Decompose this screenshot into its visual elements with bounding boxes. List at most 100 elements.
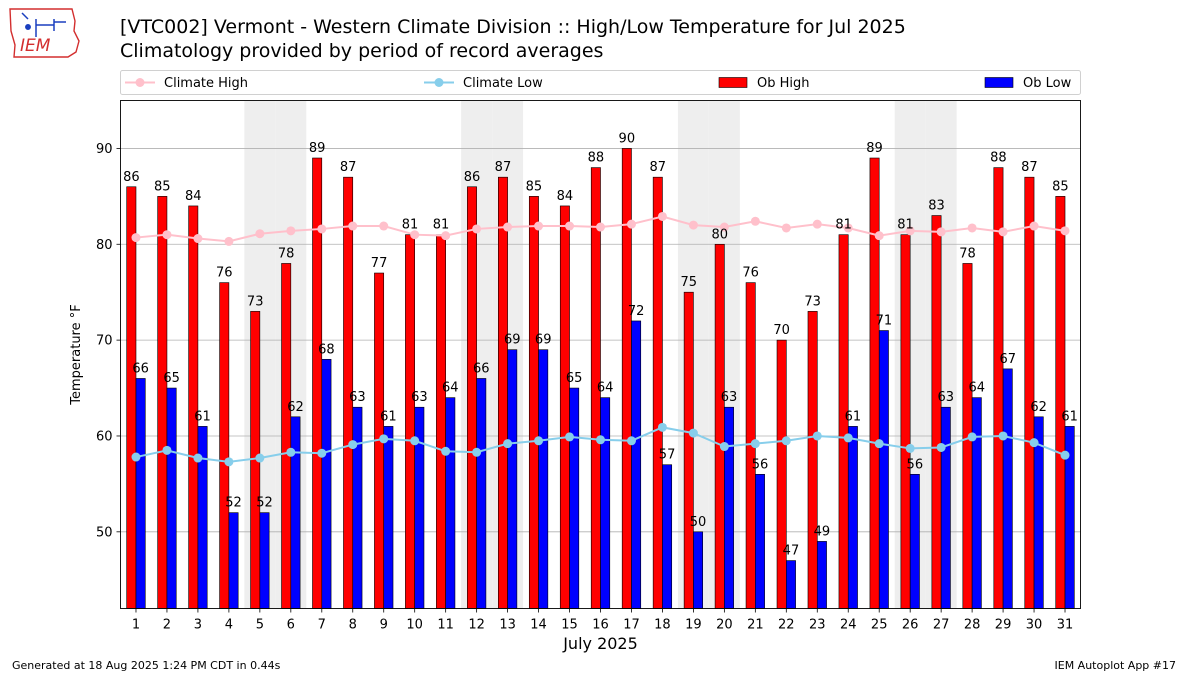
ob-high-value-label: 84 [185, 189, 202, 204]
climate-low-point [967, 432, 977, 442]
ob-low-bar [166, 387, 177, 609]
climate-high-point [410, 230, 420, 240]
ob-high-value-label: 87 [650, 160, 667, 175]
climate-low-point [162, 445, 172, 455]
x-tick-label: 25 [871, 618, 888, 633]
ob-low-bar [135, 378, 146, 609]
ob-low-bar [786, 560, 796, 609]
climate-low-point [596, 435, 605, 445]
ob-low-bar [909, 474, 920, 609]
climate-high-point [1029, 221, 1039, 231]
ob-low-value-label: 69 [504, 333, 521, 348]
climate-high-point [193, 234, 203, 244]
x-tick-label: 21 [747, 618, 764, 633]
climate-low-point [286, 447, 296, 457]
climate-high-point [936, 227, 946, 237]
climate-high-point [131, 233, 141, 243]
ob-low-value-label: 49 [814, 524, 831, 539]
ob-high-value-label: 81 [897, 218, 914, 233]
x-tick-label: 13 [499, 618, 516, 633]
ob-high-value-label: 78 [278, 246, 295, 261]
ob-low-bar [940, 406, 951, 609]
ob-high-value-label: 87 [1021, 160, 1038, 175]
x-tick-label: 17 [623, 618, 640, 633]
climate-high-point [534, 221, 544, 231]
ob-low-value-label: 66 [132, 361, 149, 376]
ob-low-bar [383, 426, 394, 609]
ob-low-legend-label: Ob Low [1023, 76, 1072, 91]
y-axis-label: Temperature °F [69, 304, 84, 405]
ob-high-bar [405, 234, 415, 609]
chart-title: [VTC002] Vermont - Western Climate Divis… [120, 16, 906, 38]
x-tick-label: 12 [468, 618, 485, 633]
ob-low-value-label: 63 [721, 390, 738, 405]
x-axis-label: July 2025 [562, 634, 638, 653]
ob-high-bar [281, 263, 292, 609]
ob-high-bar [652, 176, 663, 609]
x-tick-label: 18 [654, 618, 671, 633]
x-tick-label: 16 [592, 618, 609, 633]
chart-subtitle: Climatology provided by period of record… [120, 40, 604, 62]
climate-high-point [657, 211, 667, 221]
ob-low-value-label: 66 [473, 361, 490, 376]
ob-high-value-label: 83 [928, 199, 945, 214]
ob-low-value-label: 52 [225, 496, 242, 511]
climate-high-point [503, 222, 513, 232]
climate-low-point [998, 431, 1008, 441]
ob-high-bar [1055, 196, 1066, 609]
ob-low-value-label: 56 [752, 457, 769, 472]
ob-high-value-label: 87 [495, 160, 512, 175]
climate-high-legend-marker [135, 78, 145, 87]
ob-high-value-label: 85 [526, 179, 543, 194]
ob-low-bar [847, 426, 858, 609]
climate-low-point [781, 436, 791, 446]
ob-low-value-label: 61 [1061, 409, 1078, 424]
ob-low-value-label: 64 [442, 381, 459, 396]
x-tick-label: 20 [716, 618, 733, 633]
iem-logo: IEM [9, 8, 80, 58]
ob-low-value-label: 72 [628, 304, 645, 319]
ob-low-bar [290, 416, 301, 609]
ob-high-value-label: 90 [619, 131, 636, 146]
ob-low-bar [352, 406, 363, 609]
ob-high-bar [900, 234, 911, 609]
ob-high-bar [126, 186, 137, 609]
x-tick-label: 10 [406, 618, 423, 633]
ob-high-value-label: 86 [123, 170, 140, 185]
x-tick-label: 30 [1026, 618, 1043, 633]
x-tick-label: 26 [902, 618, 919, 633]
climate-low-point [874, 439, 884, 449]
x-tick-label: 29 [995, 618, 1012, 633]
climate-low-point [812, 431, 822, 441]
ob-high-value-label: 81 [835, 218, 852, 233]
climate-low-point [131, 452, 141, 462]
ob-low-bar [693, 531, 703, 609]
ob-high-value-label: 86 [464, 170, 481, 185]
ob-high-bar [528, 196, 539, 609]
x-tick-label: 22 [778, 618, 795, 633]
legend-box [120, 70, 1081, 95]
ob-high-bar [467, 186, 477, 609]
ob-high-bar [559, 205, 570, 609]
plot-frame [120, 100, 1081, 609]
climate-high-point [565, 221, 575, 231]
climate-low-point [193, 453, 203, 463]
ob-high-value-label: 88 [990, 151, 1007, 166]
ob-low-value-label: 67 [999, 352, 1016, 367]
ob-high-value-label: 78 [959, 246, 976, 261]
ob-high-value-label: 89 [309, 141, 326, 156]
ob-low-value-label: 57 [659, 448, 676, 463]
ob-low-bar [971, 397, 982, 609]
ob-low-bar [631, 320, 642, 609]
x-tick-label: 11 [437, 618, 454, 633]
y-tick-label: 60 [96, 429, 113, 444]
climate-low-point [688, 428, 698, 438]
y-tick-label: 90 [96, 142, 113, 157]
ob-high-value-label: 84 [557, 189, 574, 204]
climate-high-point [441, 231, 451, 241]
x-tick-label: 2 [163, 618, 171, 633]
ob-high-bar [621, 148, 632, 609]
ob-high-bar [436, 234, 446, 609]
ob-low-legend-swatch [984, 77, 1014, 88]
climate-high-point [379, 221, 389, 231]
